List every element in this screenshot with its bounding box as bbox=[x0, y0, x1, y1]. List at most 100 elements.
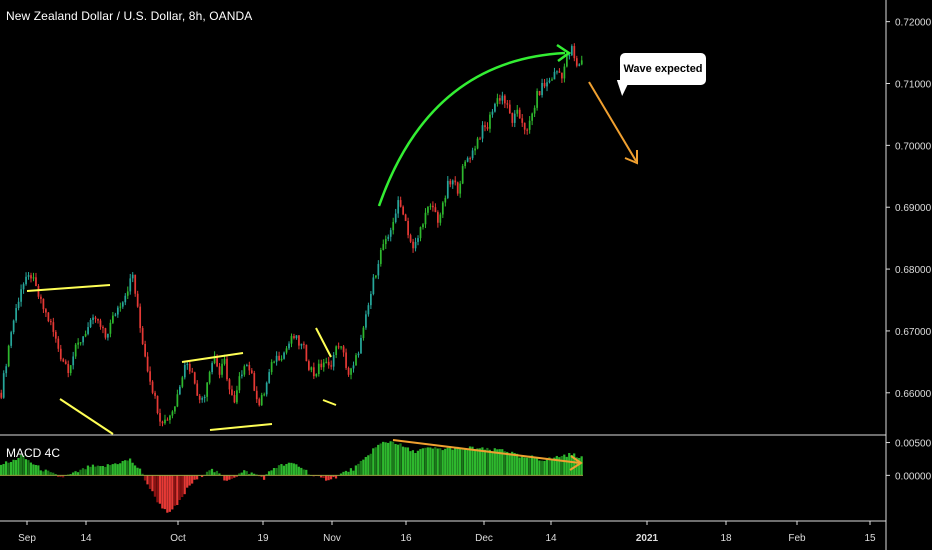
candle-body bbox=[563, 66, 566, 79]
macd-bar bbox=[228, 475, 231, 480]
macd-bar bbox=[230, 475, 233, 479]
candle-body bbox=[546, 82, 548, 87]
candle-body bbox=[112, 315, 114, 323]
candle-body bbox=[12, 320, 15, 333]
candle-body bbox=[114, 314, 117, 316]
candle-body bbox=[511, 113, 514, 123]
macd-bar bbox=[158, 475, 162, 504]
candle-body bbox=[196, 383, 199, 396]
macd-bar bbox=[367, 455, 370, 476]
macd-bar bbox=[17, 457, 20, 476]
macd-bar bbox=[568, 453, 571, 476]
candle-body bbox=[171, 411, 174, 416]
candle-body bbox=[208, 372, 211, 383]
macd-bar bbox=[476, 448, 479, 476]
time-tick-label: 18 bbox=[720, 533, 732, 544]
macd-bar bbox=[141, 473, 144, 476]
macd-bar bbox=[248, 474, 251, 476]
macd-bar bbox=[124, 460, 127, 476]
macd-bar bbox=[553, 457, 556, 476]
macd-bar bbox=[213, 472, 216, 476]
candle-body bbox=[134, 274, 137, 294]
candle-body bbox=[223, 358, 226, 364]
macd-bar bbox=[186, 475, 189, 488]
candle-body bbox=[476, 138, 479, 149]
divergence-arrow-head bbox=[569, 455, 583, 471]
macd-bar bbox=[71, 472, 75, 476]
candle-body bbox=[178, 386, 181, 395]
candle-body bbox=[573, 46, 576, 59]
macd-bar bbox=[168, 475, 171, 512]
macd-bar bbox=[52, 472, 55, 476]
macd-bar bbox=[416, 450, 420, 476]
macd-bar bbox=[508, 453, 511, 476]
candle-body bbox=[325, 361, 328, 363]
macd-bar bbox=[270, 470, 273, 476]
candle-body bbox=[283, 352, 285, 359]
candle-body bbox=[441, 202, 444, 215]
macd-bar bbox=[424, 447, 427, 476]
wave-expected-callout[interactable]: Wave expected bbox=[620, 53, 706, 85]
macd-bar bbox=[503, 451, 506, 476]
candle-body bbox=[149, 371, 151, 382]
macd-bar bbox=[446, 447, 449, 476]
candle-body bbox=[360, 338, 362, 354]
candle-body bbox=[568, 55, 571, 57]
candle-body bbox=[116, 307, 119, 315]
candle-body bbox=[484, 125, 486, 128]
macd-bar bbox=[404, 447, 407, 476]
candle-body bbox=[317, 363, 320, 375]
macd-bar bbox=[101, 465, 104, 476]
macd-bar bbox=[292, 463, 295, 476]
candle-body bbox=[486, 127, 489, 129]
candle-body bbox=[35, 277, 37, 287]
candle-body bbox=[305, 344, 308, 362]
candle-body bbox=[193, 372, 196, 384]
candle-body bbox=[186, 364, 189, 366]
macd-bar bbox=[511, 451, 514, 476]
macd-bar bbox=[451, 449, 454, 476]
candle-body bbox=[516, 109, 519, 114]
candle-body bbox=[42, 298, 45, 310]
candle-body bbox=[439, 214, 442, 223]
macd-bar bbox=[379, 443, 382, 476]
candle-body bbox=[337, 346, 340, 348]
macd-bar bbox=[324, 475, 328, 481]
candle-body bbox=[444, 197, 447, 203]
macd-bar bbox=[352, 470, 355, 476]
candle-body bbox=[169, 415, 171, 421]
macd-bar bbox=[481, 447, 484, 476]
candle-body bbox=[30, 275, 32, 279]
time-tick-label: 2021 bbox=[636, 533, 659, 544]
candle-body bbox=[345, 352, 347, 368]
macd-bar bbox=[188, 475, 191, 486]
candle-body bbox=[45, 309, 47, 313]
candle-body bbox=[107, 333, 109, 338]
macd-bar bbox=[12, 459, 15, 476]
macd-bar bbox=[151, 475, 154, 492]
time-tick-label: 14 bbox=[545, 533, 557, 544]
candle-body bbox=[238, 376, 241, 391]
candle-body bbox=[17, 301, 20, 309]
macd-bar bbox=[69, 474, 72, 476]
candle-body bbox=[394, 213, 397, 223]
candle-body bbox=[64, 361, 67, 364]
macd-bar bbox=[528, 455, 531, 476]
macd-bar bbox=[59, 475, 62, 477]
candle-body bbox=[538, 91, 541, 96]
macd-bar bbox=[426, 447, 429, 476]
macd-bar bbox=[238, 473, 241, 476]
candle-body bbox=[226, 358, 228, 380]
macd-bar bbox=[27, 460, 30, 476]
candle-body bbox=[312, 367, 315, 377]
macd-bar bbox=[429, 447, 432, 476]
candle-body bbox=[139, 306, 142, 329]
macd-tick-label: 0.00000 bbox=[895, 471, 932, 482]
macd-bar bbox=[126, 460, 129, 476]
macd-bar bbox=[136, 467, 139, 476]
macd-bar bbox=[133, 465, 137, 476]
candle-body bbox=[365, 314, 367, 328]
time-tick-label: 16 bbox=[400, 533, 412, 544]
candle-body bbox=[424, 212, 427, 225]
